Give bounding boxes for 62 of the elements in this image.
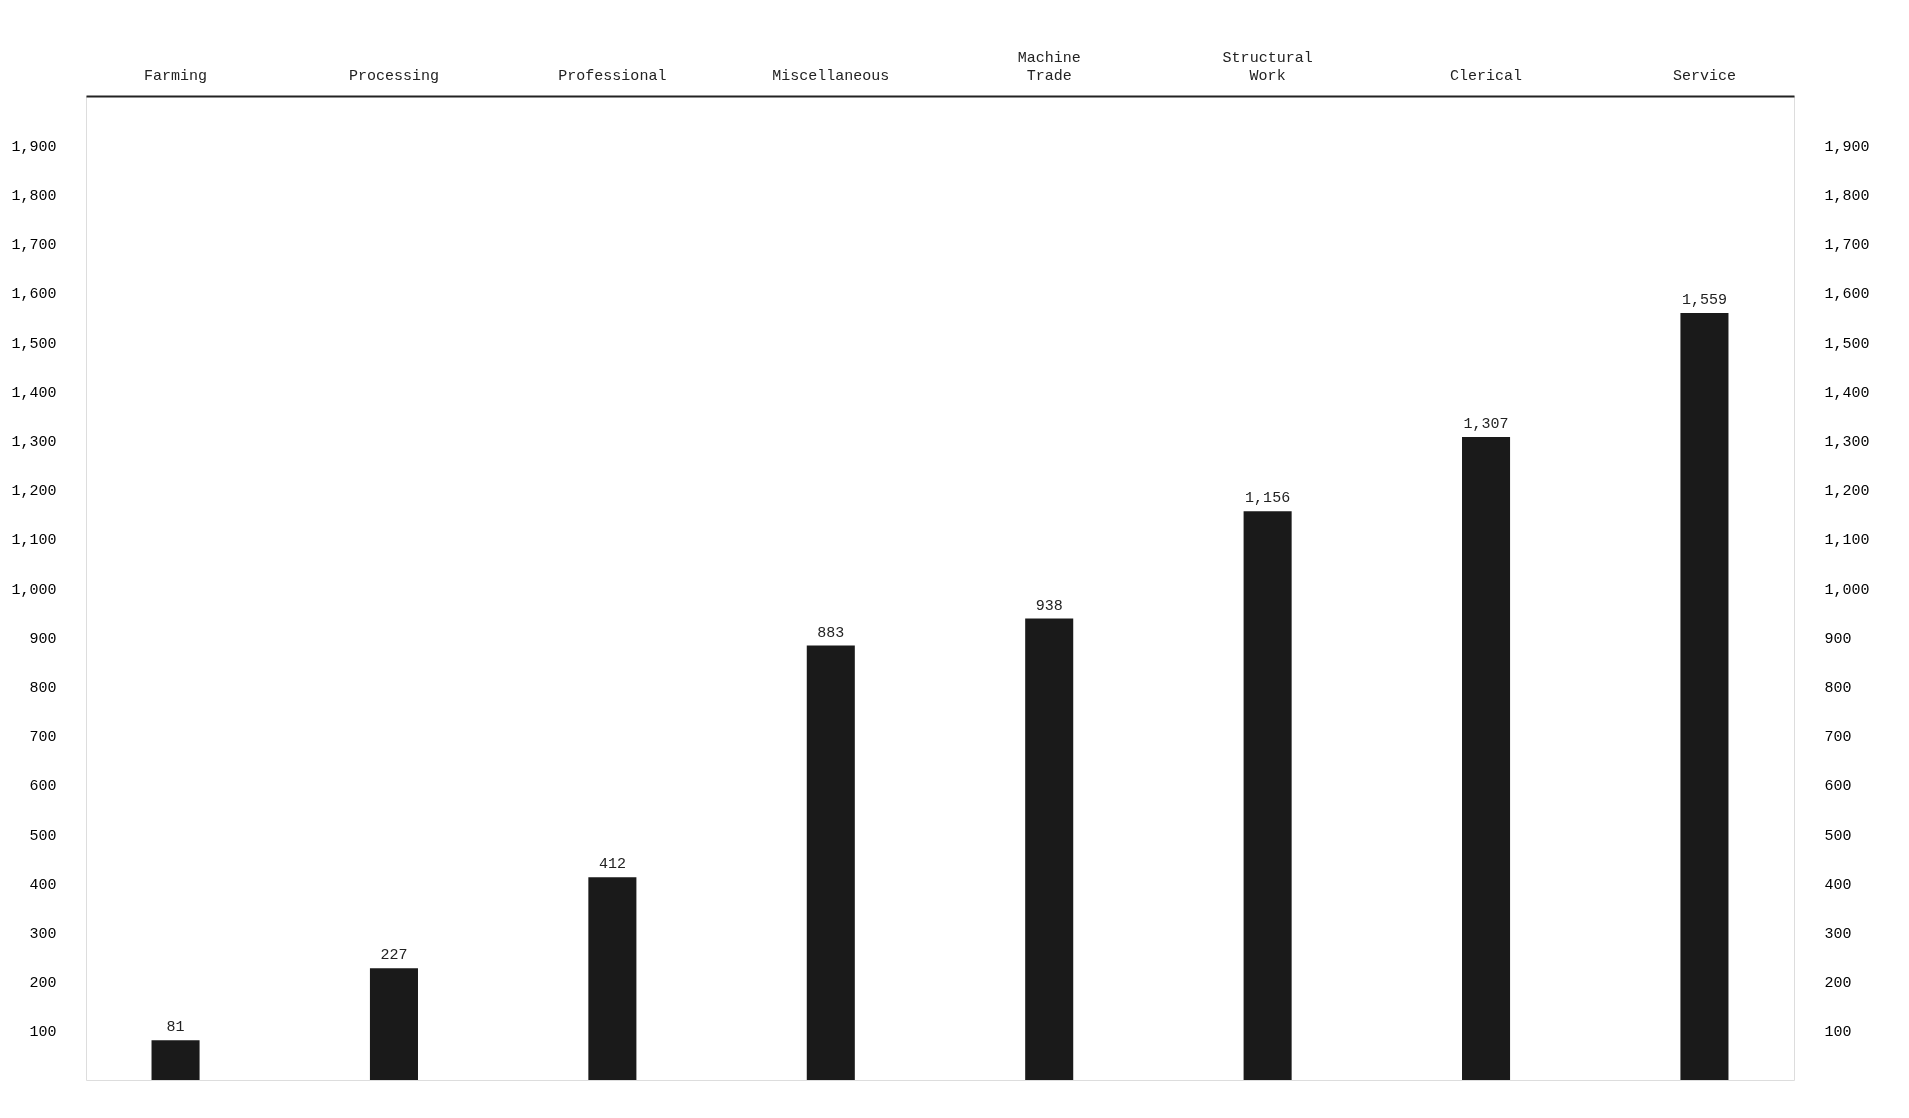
y-tick-label: 100 (29, 1024, 57, 1042)
y-tick-label: 700 (29, 729, 57, 747)
bar (151, 1040, 200, 1080)
data-label: 883 (817, 624, 845, 642)
data-label: 412 (598, 856, 626, 874)
y2-tick-label: 500 (1824, 827, 1852, 845)
bar (1243, 511, 1292, 1080)
y2-tick-label: 800 (1824, 679, 1852, 697)
x-tick-label: Structural Work (1222, 50, 1313, 85)
data-label: 81 (166, 1019, 185, 1037)
y2-tick-label: 400 (1824, 876, 1852, 894)
x-tick-label: Clerical (1450, 68, 1523, 85)
y-tick-label: 500 (29, 827, 57, 845)
y-tick-label: 200 (29, 975, 57, 993)
data-label: 1,559 (1681, 291, 1727, 309)
x-tick-label: Miscellaneous (772, 68, 890, 85)
y-tick-label: 1,600 (11, 286, 57, 304)
bar (1462, 436, 1511, 1080)
bar (1025, 618, 1074, 1080)
y2-tick-label: 1,600 (1824, 286, 1870, 304)
y-tick-label: 1,300 (11, 433, 57, 451)
y2-tick-label: 1,500 (1824, 335, 1870, 353)
y-tick-label: 1,500 (11, 335, 57, 353)
y2-tick-label: 700 (1824, 729, 1852, 747)
y2-tick-label: 1,100 (1824, 532, 1870, 550)
y2-tick-label: 100 (1824, 1024, 1852, 1042)
y-tick-label: 900 (29, 630, 57, 648)
y-tick-label: 300 (29, 925, 57, 943)
y2-tick-label: 900 (1824, 630, 1852, 648)
data-label: 1,156 (1245, 490, 1291, 508)
y-tick-label: 400 (29, 876, 57, 894)
y-tick-label: 1,800 (11, 187, 57, 205)
y2-tick-label: 600 (1824, 778, 1852, 796)
bar (806, 645, 855, 1080)
y-tick-label: 1,100 (11, 532, 57, 550)
y-tick-label: 1,200 (11, 483, 57, 501)
y-tick-label: 600 (29, 778, 57, 796)
data-label: 938 (1035, 597, 1063, 615)
y-tick-label: 1,700 (11, 237, 57, 255)
x-tick-label: Professional (558, 68, 667, 85)
bar (588, 877, 637, 1080)
y2-tick-label: 1,300 (1824, 433, 1870, 451)
y-tick-label: 1,000 (11, 581, 57, 599)
y-tick-label: 1,400 (11, 384, 57, 402)
y-tick-label: 1,900 (11, 138, 57, 156)
y2-tick-label: 1,400 (1824, 384, 1870, 402)
y2-tick-label: 200 (1824, 975, 1852, 993)
y2-tick-label: 1,000 (1824, 581, 1870, 599)
y2-tick-label: 300 (1824, 925, 1852, 943)
y2-tick-label: 1,900 (1824, 138, 1870, 156)
x-tick-label: Service (1672, 68, 1736, 85)
x-tick-label: Processing (348, 68, 439, 85)
x-tick-label: Machine Trade (1017, 50, 1081, 85)
y2-tick-label: 1,700 (1824, 237, 1870, 255)
bar (1680, 312, 1729, 1080)
y2-tick-label: 1,800 (1824, 187, 1870, 205)
y-tick-label: 800 (29, 679, 57, 697)
data-label: 227 (380, 947, 408, 965)
data-label: 1,307 (1463, 415, 1509, 433)
y2-tick-label: 1,200 (1824, 483, 1870, 501)
x-tick-label: Farming (144, 68, 208, 85)
bar (369, 968, 418, 1080)
